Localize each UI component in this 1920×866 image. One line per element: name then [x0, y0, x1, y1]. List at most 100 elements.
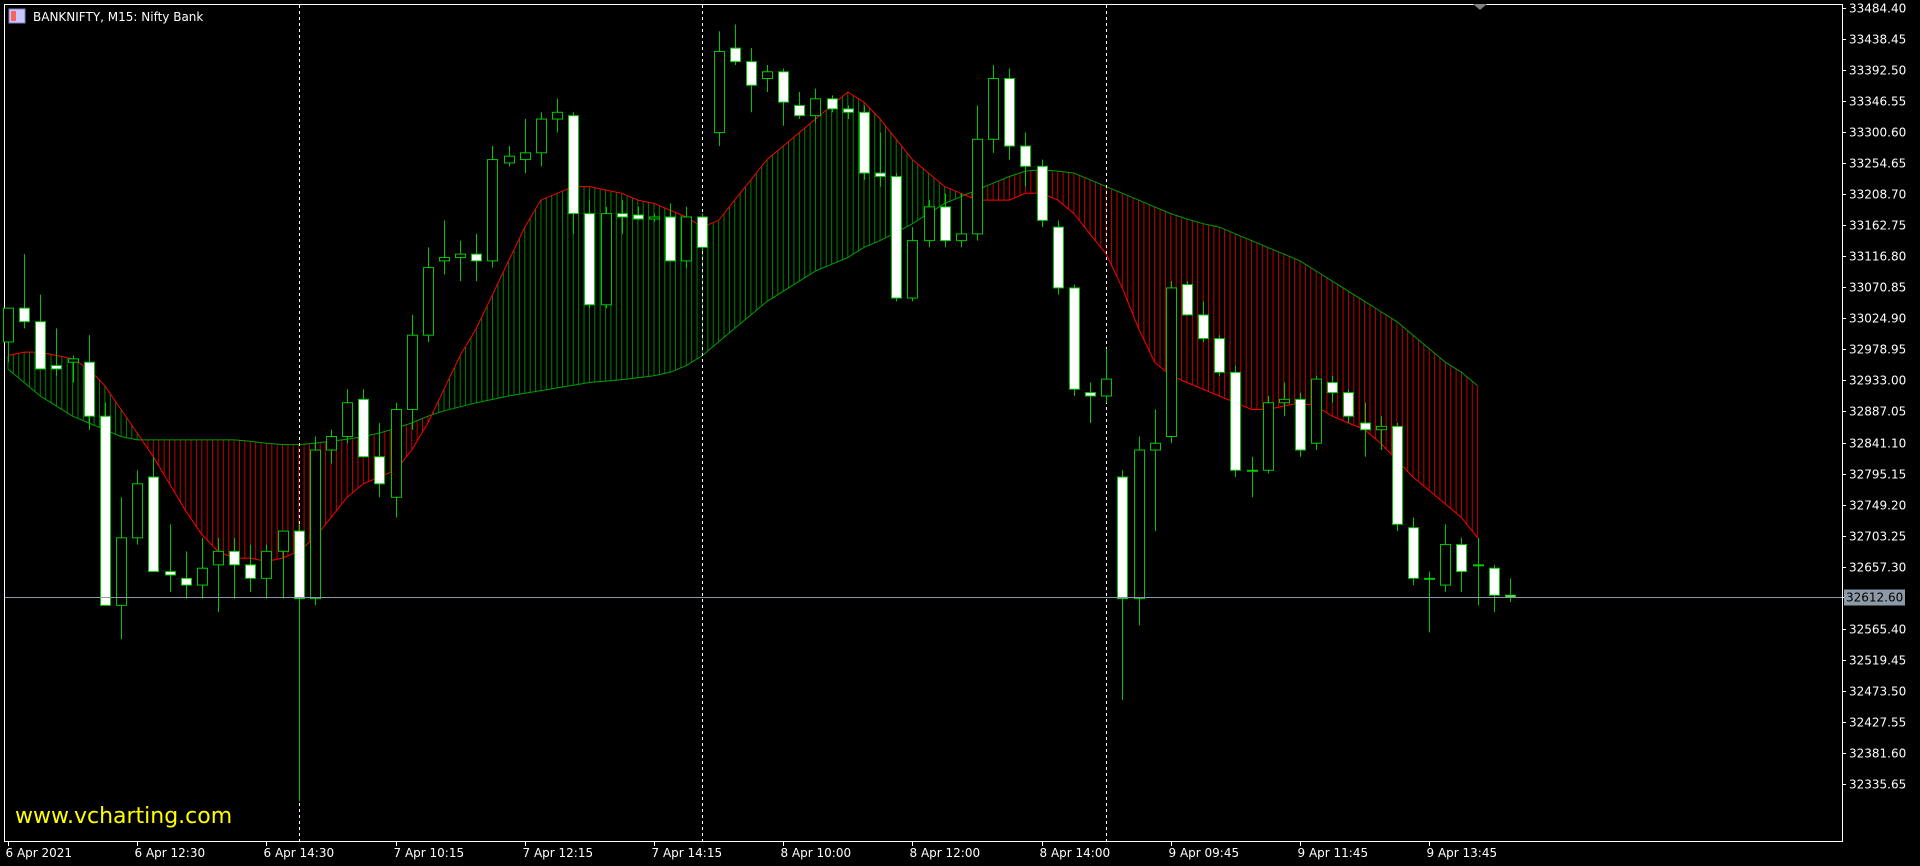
candle[interactable]	[487, 146, 498, 268]
candle[interactable]	[956, 193, 967, 248]
candle[interactable]	[1037, 159, 1048, 228]
candle[interactable]	[51, 328, 62, 376]
candle[interactable]	[132, 470, 143, 545]
candle[interactable]	[294, 524, 305, 802]
candle-body	[714, 50, 725, 134]
candle[interactable]	[1053, 220, 1064, 295]
candle[interactable]	[374, 422, 385, 498]
candle[interactable]	[520, 119, 531, 174]
candle[interactable]	[843, 105, 854, 120]
candle[interactable]	[552, 98, 563, 133]
candle[interactable]	[439, 220, 450, 275]
candle[interactable]	[810, 88, 821, 123]
candle[interactable]	[778, 68, 789, 126]
candle[interactable]	[407, 314, 418, 430]
candle[interactable]	[1214, 335, 1225, 376]
candle[interactable]	[1263, 395, 1274, 474]
candle[interactable]	[633, 206, 644, 221]
candle[interactable]	[326, 429, 337, 464]
candle[interactable]	[1150, 409, 1161, 532]
candle[interactable]	[1182, 281, 1193, 316]
candle[interactable]	[714, 31, 725, 147]
candle[interactable]	[1085, 382, 1096, 423]
candle[interactable]	[584, 200, 595, 309]
candle[interactable]	[1230, 365, 1241, 478]
candle[interactable]	[988, 65, 999, 153]
candle[interactable]	[213, 537, 224, 613]
candle[interactable]	[165, 524, 176, 592]
candle[interactable]	[358, 389, 369, 458]
candle[interactable]	[794, 92, 805, 120]
candle[interactable]	[1473, 537, 1484, 606]
candle[interactable]	[391, 402, 402, 518]
candle[interactable]	[1408, 517, 1419, 586]
candle[interactable]	[617, 200, 628, 234]
candle[interactable]	[1327, 375, 1338, 403]
candle[interactable]	[1343, 389, 1354, 423]
candle[interactable]	[278, 530, 289, 599]
x-tick-label: 7 Apr 12:15	[523, 846, 594, 860]
candle[interactable]	[891, 173, 902, 302]
candle[interactable]	[261, 544, 272, 599]
candle[interactable]	[568, 112, 579, 234]
candle[interactable]	[342, 389, 353, 444]
candle-body	[1150, 442, 1161, 451]
candle[interactable]	[1311, 375, 1322, 451]
candle[interactable]	[197, 537, 208, 599]
candle[interactable]	[649, 213, 660, 222]
candle[interactable]	[665, 203, 676, 262]
candle[interactable]	[1101, 348, 1112, 403]
candle[interactable]	[924, 200, 935, 248]
candle[interactable]	[1279, 382, 1290, 417]
candle[interactable]	[68, 355, 79, 383]
candle[interactable]	[1117, 470, 1128, 700]
candle[interactable]	[245, 544, 256, 592]
candle[interactable]	[455, 240, 466, 282]
candle[interactable]	[116, 497, 127, 640]
candle[interactable]	[1360, 402, 1371, 457]
candle[interactable]	[730, 24, 741, 66]
candle[interactable]	[1198, 301, 1209, 342]
candle[interactable]	[35, 294, 46, 370]
candle[interactable]	[827, 95, 838, 113]
candle[interactable]	[19, 254, 30, 329]
candle[interactable]	[1440, 524, 1451, 592]
candle[interactable]	[471, 233, 482, 282]
candle[interactable]	[1247, 456, 1258, 498]
candle[interactable]	[536, 112, 547, 167]
candle[interactable]	[1069, 284, 1080, 396]
scroll-marker-icon[interactable]	[1473, 4, 1487, 10]
candle[interactable]	[3, 307, 14, 363]
candle[interactable]	[972, 105, 983, 241]
candle[interactable]	[310, 436, 321, 606]
candle[interactable]	[762, 65, 773, 93]
candle[interactable]	[875, 132, 886, 187]
candle[interactable]	[100, 402, 111, 606]
candle[interactable]	[1295, 392, 1306, 457]
candle[interactable]	[601, 206, 612, 309]
candle[interactable]	[859, 105, 870, 180]
candle[interactable]	[423, 247, 434, 342]
candle[interactable]	[907, 227, 918, 302]
candle[interactable]	[84, 335, 95, 430]
candle[interactable]	[1004, 68, 1015, 160]
candle[interactable]	[1424, 571, 1435, 633]
candle[interactable]	[1020, 132, 1031, 187]
candle[interactable]	[1166, 281, 1177, 444]
candles[interactable]	[3, 24, 1516, 802]
candle[interactable]	[181, 551, 192, 599]
candle[interactable]	[504, 146, 515, 167]
candle[interactable]	[148, 456, 159, 573]
candle[interactable]	[1134, 436, 1145, 626]
candle[interactable]	[746, 48, 757, 113]
candle[interactable]	[1489, 564, 1500, 613]
candle[interactable]	[1505, 578, 1516, 602]
candle[interactable]	[229, 537, 240, 599]
candle[interactable]	[697, 213, 708, 251]
candle[interactable]	[681, 206, 692, 268]
candle[interactable]	[1376, 416, 1387, 451]
candle[interactable]	[1392, 422, 1403, 532]
candle[interactable]	[940, 193, 951, 248]
candle[interactable]	[1456, 537, 1467, 592]
